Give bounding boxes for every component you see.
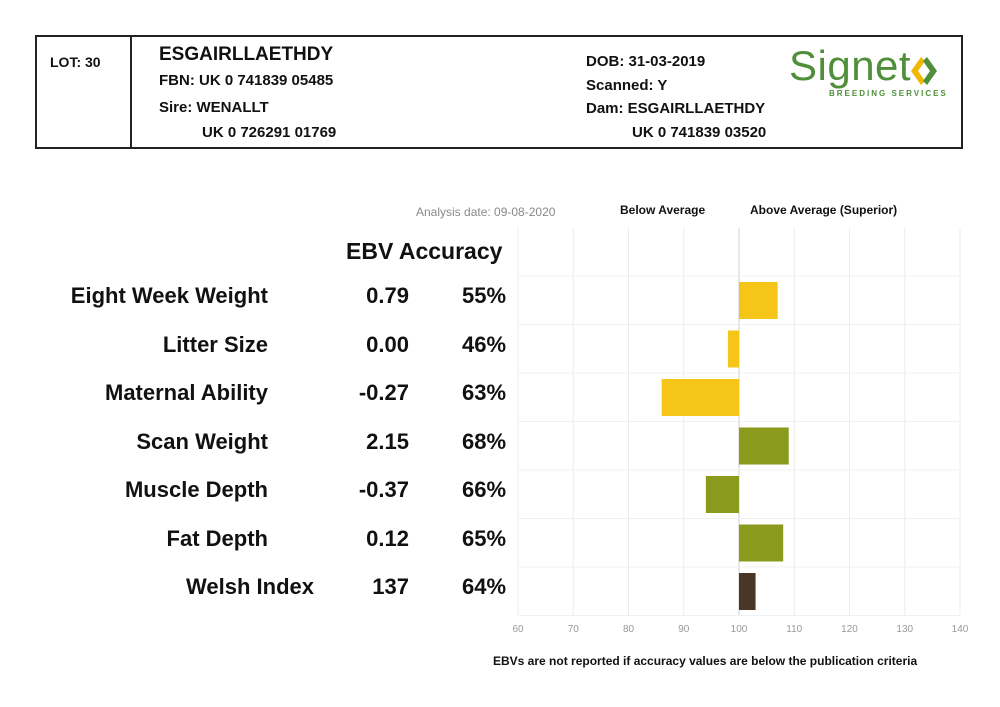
dam-id: UK 0 741839 03520	[632, 124, 767, 141]
lot-cell: LOT: 30	[37, 37, 132, 147]
trait-name: Eight Week Weight	[70, 283, 268, 308]
x-tick-label: 110	[786, 624, 802, 635]
ebv-value: -0.27	[358, 380, 409, 405]
bar-fat-depth	[739, 524, 784, 562]
x-tick-label: 130	[896, 624, 913, 635]
sire-name: Sire: WENALLT	[159, 99, 269, 116]
legend-above-average: Above Average (Superior)	[750, 203, 898, 217]
x-tick-label: 100	[731, 624, 748, 635]
x-tick-label: 90	[678, 624, 690, 635]
lot-number: LOT: 30	[50, 54, 101, 70]
bar-welsh-index	[739, 573, 756, 610]
animal-header-card: LOT: 30 ESGAIRLLAETHDY FBN: UK 0 741839 …	[35, 35, 963, 149]
x-tick-label: 80	[623, 624, 635, 635]
accuracy-value: 65%	[462, 525, 507, 551]
ebv-value: 0.12	[366, 525, 409, 551]
ebv-value: 0.79	[366, 283, 409, 308]
footnote: EBVs are not reported if accuracy values…	[493, 654, 918, 668]
accuracy-value: 68%	[462, 428, 507, 454]
date-of-birth: DOB: 31-03-2019	[586, 53, 706, 70]
accuracy-value: 55%	[462, 283, 507, 308]
scanned-status: Scanned: Y	[586, 77, 668, 94]
trait-name: Fat Depth	[166, 525, 268, 551]
trait-name: Scan Weight	[136, 428, 268, 454]
bar-scan-weight	[739, 427, 789, 465]
accuracy-value: 46%	[462, 331, 507, 357]
x-tick-label: 70	[568, 624, 580, 635]
dam-name: Dam: ESGAIRLLAETHDY	[586, 100, 766, 117]
accuracy-value: 66%	[462, 477, 507, 502]
legend-below-average: Below Average	[620, 203, 706, 217]
logo-subtitle: BREEDING SERVICES	[829, 89, 948, 98]
logo-chevrons-icon	[911, 57, 937, 85]
trait-name: Maternal Ability	[105, 380, 268, 405]
bar-litter-size	[727, 330, 739, 368]
bar-maternal-ability	[661, 379, 739, 416]
analysis-date: Analysis date: 09-08-2020	[416, 205, 556, 219]
sire-id: UK 0 726291 01769	[202, 124, 337, 141]
signet-logo: Signet BREEDING SERVICES	[789, 42, 949, 101]
trait-name: Litter Size	[162, 331, 268, 357]
ebv-value: 137	[372, 574, 409, 599]
accuracy-value: 64%	[462, 574, 507, 599]
fbn-number: FBN: UK 0 741839 05485	[159, 72, 334, 89]
x-tick-label: 140	[952, 624, 969, 635]
accuracy-value: 63%	[462, 380, 507, 405]
ebv-value: 2.15	[366, 428, 409, 454]
trait-name: Welsh Index	[186, 574, 314, 599]
x-tick-label: 60	[512, 624, 524, 635]
ebv-value: 0.00	[366, 331, 409, 357]
animal-name: ESGAIRLLAETHDY	[159, 44, 334, 65]
bar-muscle-depth	[705, 476, 739, 513]
logo-wordmark: Signet	[789, 42, 912, 89]
trait-name: Muscle Depth	[124, 477, 268, 502]
column-heading: EBV Accuracy	[346, 238, 503, 264]
bar-eight-week-weight	[739, 282, 778, 319]
ebv-value: -0.37	[358, 477, 409, 502]
x-tick-label: 120	[841, 624, 858, 635]
